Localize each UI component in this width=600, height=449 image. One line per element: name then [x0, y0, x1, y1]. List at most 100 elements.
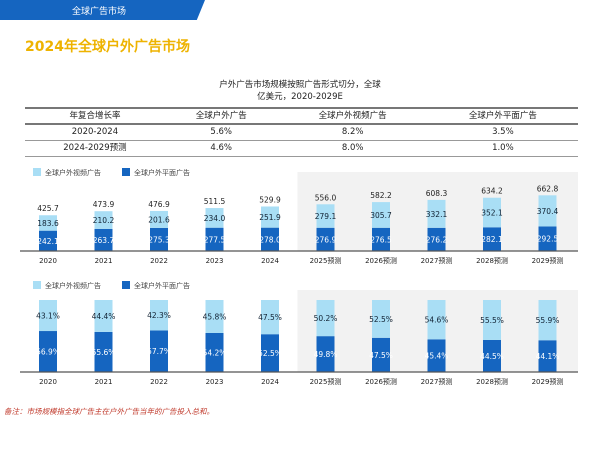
label-total: 425.7: [37, 204, 59, 213]
legend-swatch-video: [33, 168, 41, 176]
bar-print: [538, 226, 557, 251]
chart-title-line1: 户外广告市场规模按照广告形式切分，全球: [219, 80, 381, 90]
label-total: 473.9: [93, 200, 115, 209]
bar-video: [483, 197, 501, 228]
x-tick-label: 2027预测: [421, 377, 453, 386]
label-video: 332.1: [426, 210, 448, 219]
x-tick-label: 2029预测: [532, 377, 564, 386]
label-total: 476.9: [148, 200, 170, 209]
label-video: 50.2%: [314, 314, 338, 323]
bar-video: [205, 208, 224, 228]
bar-print: [372, 337, 390, 372]
bar-print: [427, 339, 446, 372]
x-tick-label: 2025预测: [310, 256, 342, 265]
bar-video: [372, 300, 390, 338]
header-cell: 全球户外广告: [195, 110, 247, 121]
label-video: 279.1: [315, 212, 337, 221]
legend-swatch-video: [33, 281, 41, 289]
bar-video: [205, 300, 224, 333]
bar-print: [538, 340, 557, 372]
x-tick-label: 2023: [206, 257, 224, 265]
table-cell: 1.0%: [492, 142, 514, 153]
label-print: 44.1%: [536, 352, 560, 361]
legend-swatch-print: [122, 281, 130, 289]
x-tick-label: 2028预测: [476, 377, 508, 386]
label-print: 292.5: [537, 235, 559, 244]
table-cell: 2024-2029预测: [63, 142, 127, 153]
cagr-table: 年复合增长率 全球户外广告 全球户外视频广告 全球户外平面广告 2020-202…: [25, 107, 578, 157]
label-total: 511.5: [204, 197, 226, 206]
label-print: 47.5%: [369, 351, 393, 360]
legend-swatch-print: [122, 168, 130, 176]
label-video: 370.4: [537, 207, 559, 216]
label-video: 45.8%: [203, 312, 227, 321]
label-total: 529.9: [259, 195, 281, 204]
label-video: 352.1: [481, 209, 503, 218]
chart-title-line2: 亿美元，2020-2029E: [257, 92, 343, 102]
label-print: 276.2: [426, 235, 448, 244]
bar-print: [316, 227, 335, 251]
label-print: 52.5%: [258, 349, 282, 358]
bar-video: [427, 300, 446, 340]
label-print: 45.4%: [425, 352, 449, 361]
bar-print: [150, 227, 168, 251]
market-size-chart: 全球户外视频广告 全球户外平面广告 242.1 183.6 425.7 2020 263.7…: [20, 168, 578, 265]
label-video: 43.1%: [36, 312, 60, 321]
bar-print: [39, 230, 57, 251]
bar-print: [427, 227, 446, 251]
label-print: 55.6%: [92, 348, 116, 357]
label-print: 263.7: [93, 236, 115, 245]
label-video: 55.5%: [480, 316, 504, 325]
label-print: 282.1: [481, 235, 503, 244]
label-video: 183.6: [37, 219, 59, 228]
bar-print: [372, 227, 390, 251]
label-total: 556.0: [315, 193, 337, 202]
x-tick-label: 2021: [95, 257, 113, 265]
label-video: 55.9%: [536, 316, 560, 325]
table-row: 2020-2024 5.6% 8.2% 3.5%: [25, 124, 578, 140]
share-chart: 全球户外视频广告 全球户外平面广告 56.9% 43.1% 2020 55.6% 44.4%…: [20, 281, 578, 386]
label-video: 201.6: [148, 215, 170, 224]
label-total: 662.8: [537, 184, 559, 193]
label-video: 47.5%: [258, 313, 282, 322]
label-video: 305.7: [370, 211, 392, 220]
label-video: 234.0: [204, 214, 226, 223]
label-video: 42.3%: [147, 311, 171, 320]
table-cell: 3.5%: [492, 126, 514, 137]
header-cell: 全球户外平面广告: [468, 110, 537, 121]
label-print: 242.1: [37, 237, 59, 246]
table-cell: 8.0%: [341, 142, 364, 153]
label-print: 44.5%: [480, 352, 504, 361]
label-print: 54.2%: [203, 348, 227, 357]
label-total: 634.2: [481, 187, 503, 196]
footnote: 备注：市场规模指全球广告主在户外广告当年的广告投入总和。: [4, 407, 214, 416]
bar-print: [205, 332, 224, 372]
x-tick-label: 2020: [39, 378, 57, 386]
legend-label-video: 全球户外视频广告: [45, 281, 101, 290]
x-tick-label: 2021: [95, 378, 113, 386]
bar-print: [205, 227, 224, 251]
section-label: 全球广告市场: [72, 7, 127, 17]
bar-video: [261, 206, 279, 228]
bar-print: [261, 227, 279, 251]
x-tick-label: 2020: [39, 257, 57, 265]
x-tick-label: 2029预测: [532, 256, 564, 265]
table-cell: 8.2%: [341, 126, 364, 137]
bar-print: [94, 228, 113, 251]
legend-label-video: 全球户外视频广告: [45, 168, 101, 177]
x-tick-label: 2022: [150, 378, 168, 386]
label-video: 52.5%: [369, 315, 393, 324]
label-print: 57.7%: [147, 347, 171, 356]
bar-print: [316, 336, 335, 372]
bar-video: [150, 300, 168, 331]
label-video: 44.4%: [92, 312, 116, 321]
bar-print: [39, 331, 57, 372]
x-tick-label: 2026预测: [365, 377, 397, 386]
label-print: 278.0: [259, 235, 281, 244]
bar-video: [316, 300, 335, 337]
legend-label-print: 全球户外平面广告: [134, 168, 190, 177]
label-print: 275.3: [148, 235, 170, 244]
bar-video: [427, 199, 446, 228]
x-tick-label: 2028预测: [476, 256, 508, 265]
legend-label-print: 全球户外平面广告: [134, 281, 190, 290]
